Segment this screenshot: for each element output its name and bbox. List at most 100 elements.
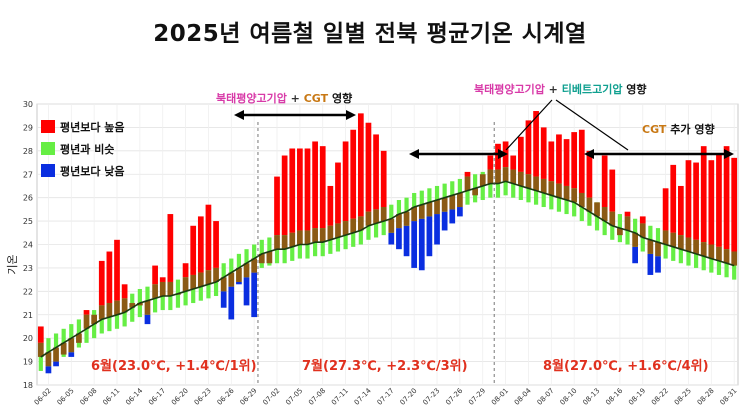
legend-label: 평년보다 낮음 [60, 164, 125, 178]
arrow-head-left [234, 110, 244, 120]
below-normal-bar [53, 361, 59, 367]
anomaly-bar-lower [335, 223, 341, 238]
x-tick-label: 06-05 [56, 387, 76, 405]
near-normal-bar [617, 228, 623, 236]
anomaly-bar-upper [655, 242, 661, 257]
above-normal-bar [487, 155, 494, 170]
above-normal-bar [205, 204, 212, 271]
x-tick-label: 08-19 [627, 387, 647, 405]
x-tick-label: 06-26 [216, 386, 236, 405]
anomaly-bar-lower [693, 239, 699, 254]
above-normal-bar [342, 141, 349, 222]
above-normal-bar [373, 134, 379, 210]
anomaly-bar-lower [357, 216, 364, 231]
above-normal-bar [190, 225, 197, 275]
legend-swatch [41, 120, 55, 133]
above-normal-bar [708, 160, 715, 245]
near-normal-bar [594, 202, 600, 217]
y-axis-label: 기온 [6, 254, 19, 274]
anomaly-bar-lower [495, 169, 501, 184]
above-normal-bar [464, 171, 471, 177]
annotation-part: CGT [304, 92, 329, 105]
pointer-line [505, 99, 553, 151]
below-normal-bar [236, 281, 242, 285]
above-normal-bar [159, 277, 166, 282]
annotation-part: 북태평양고기압 [474, 82, 545, 96]
above-normal-bar [274, 176, 280, 236]
above-normal-bar [548, 141, 555, 182]
above-normal-bar [731, 157, 738, 252]
anomaly-bar-upper [243, 263, 250, 278]
x-tick-label: 07-17 [376, 387, 396, 405]
below-normal-bar [411, 221, 418, 268]
above-normal-bar [152, 265, 158, 285]
x-tick-label: 08-16 [604, 386, 624, 405]
month-summary-august: 8월(27.0℃, +1.6℃/4위) [543, 358, 709, 374]
above-normal-bar [319, 146, 326, 229]
month-summary-june: 6월(23.0℃, +1.4℃/1위) [91, 358, 257, 374]
x-tick-label: 08-13 [581, 387, 601, 405]
below-normal-bar [418, 218, 425, 271]
annotation-part: + [287, 92, 304, 105]
anomaly-bar-lower [502, 167, 509, 182]
anomaly-bar-upper [220, 277, 227, 292]
below-normal-bar [655, 256, 661, 273]
above-normal-bar [624, 211, 631, 217]
above-normal-bar [571, 132, 578, 189]
above-normal-bar [167, 214, 174, 282]
above-normal-bar [350, 129, 357, 219]
below-normal-bar [388, 232, 395, 245]
anomaly-bar-lower [304, 230, 311, 245]
near-normal-bar [91, 314, 98, 325]
x-tick-label: 07-05 [284, 387, 304, 405]
arrow-head-left [584, 149, 594, 159]
anomaly-bar-lower [533, 176, 539, 191]
anomaly-bar-lower [639, 223, 646, 238]
pointer-line [555, 99, 629, 151]
anomaly-bar-lower [708, 244, 715, 259]
above-normal-bar [357, 113, 364, 217]
below-normal-bar [68, 352, 75, 357]
below-normal-bar [434, 214, 440, 245]
anomaly-bar-lower [487, 169, 494, 184]
x-tick-label: 07-26 [444, 386, 464, 405]
annotation-part: 티베트고기압 [562, 82, 623, 96]
anomaly-bar-lower [327, 225, 334, 240]
anomaly-bar-lower [167, 281, 174, 297]
y-tick-label: 20 [23, 334, 33, 343]
below-normal-bar [45, 366, 52, 374]
y-tick-label: 30 [23, 100, 33, 109]
anomaly-bar-lower [571, 188, 578, 203]
above-normal-bar [723, 146, 730, 250]
anomaly-bar-upper [144, 300, 151, 315]
anomaly-bar-lower [548, 181, 555, 196]
anomaly-bar-upper [426, 202, 433, 217]
near-normal-bar [76, 333, 82, 343]
anomaly-bar-lower [662, 230, 669, 245]
anomaly-bar-lower [289, 232, 296, 247]
x-tick-label: 07-23 [421, 387, 441, 405]
below-normal-bar [632, 246, 638, 264]
y-tick-label: 23 [23, 264, 33, 273]
above-normal-bar [670, 164, 677, 233]
arrow-head-right [498, 149, 508, 159]
anomaly-bar-upper [45, 352, 52, 367]
anomaly-bar-upper [396, 214, 402, 229]
below-normal-bar [228, 286, 235, 320]
anomaly-bar-lower [716, 246, 722, 261]
anomaly-bar-lower [98, 305, 105, 320]
above-normal-bar [601, 155, 608, 208]
legend-label: 평년과 비슷 [60, 142, 114, 156]
above-normal-bar [495, 143, 501, 170]
anomaly-bar-lower [312, 228, 318, 243]
below-normal-bar [243, 277, 250, 306]
anomaly-bar-lower [624, 216, 631, 231]
above-normal-bar [510, 155, 517, 170]
anomaly-bar-upper [388, 218, 395, 233]
legend-swatch [41, 142, 55, 155]
anomaly-bar-lower [106, 303, 113, 318]
arrow-head-left [409, 149, 419, 159]
x-tick-label: 07-20 [399, 387, 419, 405]
x-tick-label: 08-28 [696, 387, 716, 405]
annotation-part: CGT [642, 123, 667, 136]
